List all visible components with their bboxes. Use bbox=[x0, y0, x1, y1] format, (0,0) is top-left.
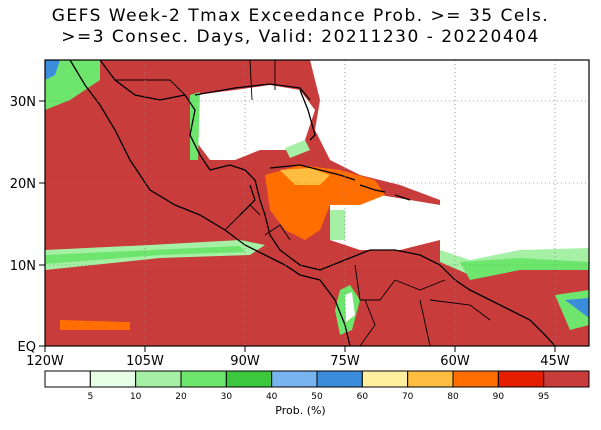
colorbar-swatch bbox=[543, 370, 590, 388]
colorbar-swatch bbox=[44, 370, 91, 388]
lon-label: 90W bbox=[230, 354, 260, 369]
lon-labels: 120W 105W 90W 75W 60W 45W bbox=[26, 354, 570, 369]
colorbar-swatch bbox=[316, 370, 363, 388]
lat-label: 20N bbox=[10, 177, 36, 192]
colorbar-tick-label: 20 bbox=[175, 392, 187, 402]
colorbar-swatch bbox=[361, 370, 409, 388]
colorbar-swatch bbox=[135, 370, 182, 388]
lon-label: 105W bbox=[126, 354, 164, 369]
colorbar-tick-label: 70 bbox=[402, 392, 414, 402]
country-borders bbox=[115, 59, 491, 347]
axis-ticks bbox=[39, 100, 556, 352]
colorbar-swatch bbox=[497, 370, 545, 388]
lon-label: 75W bbox=[330, 354, 360, 369]
lat-label: EQ bbox=[18, 340, 36, 355]
colorbar-tick-label: 10 bbox=[130, 392, 142, 402]
colorbar-tick-label: 30 bbox=[221, 392, 233, 402]
colorbar-swatch bbox=[89, 370, 137, 388]
colorbar-swatch bbox=[225, 370, 273, 388]
colorbar-swatch bbox=[452, 370, 499, 388]
colorbar-tick-label: 40 bbox=[266, 392, 278, 402]
map-frame bbox=[44, 59, 590, 347]
lon-label: 60W bbox=[440, 354, 470, 369]
map-title-line2: >=3 Consec. Days, Valid: 20211230 - 2022… bbox=[61, 27, 540, 47]
colorbar-tick-label: 90 bbox=[493, 392, 505, 402]
colorbar: 5 10 20 30 40 50 60 70 80 90 95 bbox=[44, 370, 590, 402]
colorbar-swatch bbox=[271, 370, 318, 388]
map-title-line1: GEFS Week-2 Tmax Exceedance Prob. >= 35 … bbox=[51, 6, 550, 26]
lat-labels: 30N 20N 10N EQ bbox=[10, 95, 36, 355]
colorbar-swatch bbox=[407, 370, 454, 388]
lat-label: 10N bbox=[10, 259, 36, 274]
colorbar-tick-label: 80 bbox=[447, 392, 459, 402]
colorbar-swatch bbox=[180, 370, 227, 388]
lon-label: 45W bbox=[540, 354, 570, 369]
lon-label: 120W bbox=[26, 354, 64, 369]
colorbar-tick-label: 50 bbox=[311, 392, 323, 402]
colorbar-tick-label: 60 bbox=[357, 392, 369, 402]
colorbar-tick-label: 95 bbox=[538, 392, 549, 402]
graticule bbox=[45, 60, 589, 346]
colorbar-tick-label: 5 bbox=[87, 392, 93, 402]
probability-field bbox=[45, 60, 589, 346]
lat-label: 30N bbox=[10, 95, 36, 110]
colorbar-unit-label: Prob. (%) bbox=[275, 404, 326, 417]
